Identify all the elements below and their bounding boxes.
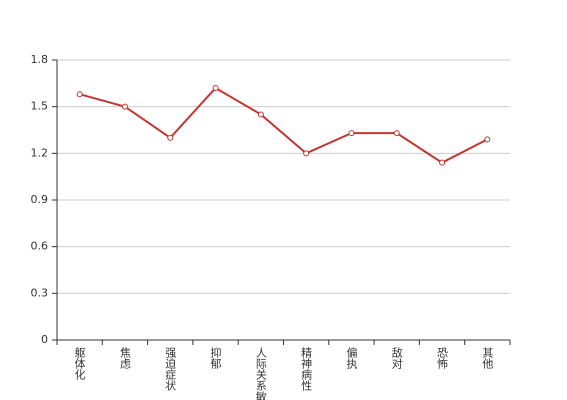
x-tick-label: 躯体化 (73, 347, 86, 381)
point (257, 111, 264, 118)
point (303, 150, 310, 157)
point (121, 103, 128, 110)
point (348, 130, 355, 137)
y-tick-label: 0 (41, 333, 48, 346)
x-tick-label: 人际关系敏感 (254, 347, 267, 400)
y-tick-label: 1.5 (31, 100, 49, 113)
point (76, 91, 83, 98)
x-tick-label: 抑郁 (209, 346, 222, 369)
y-tick-label: 1.8 (31, 53, 49, 66)
x-tick-label: 强迫症状 (164, 347, 177, 391)
point (212, 85, 219, 91)
y-tick-label: 0.6 (31, 240, 49, 253)
x-tick-label: 恐怖 (436, 347, 449, 369)
point (167, 134, 174, 141)
x-tick-label: 敌对 (390, 346, 403, 369)
point (393, 130, 400, 137)
y-tick-label: 0.9 (31, 193, 49, 206)
line (79, 86, 488, 164)
x-tick-label: 偏执 (345, 346, 358, 370)
x-tick-label: 精神病性 (300, 347, 313, 392)
point (439, 159, 446, 166)
point (484, 136, 491, 143)
x-tick-label: 焦虑 (118, 347, 131, 369)
y-tick-label: 0.3 (31, 286, 49, 299)
y-tick-label: 1.2 (31, 146, 49, 159)
x-tick-label: 其他 (481, 347, 494, 369)
